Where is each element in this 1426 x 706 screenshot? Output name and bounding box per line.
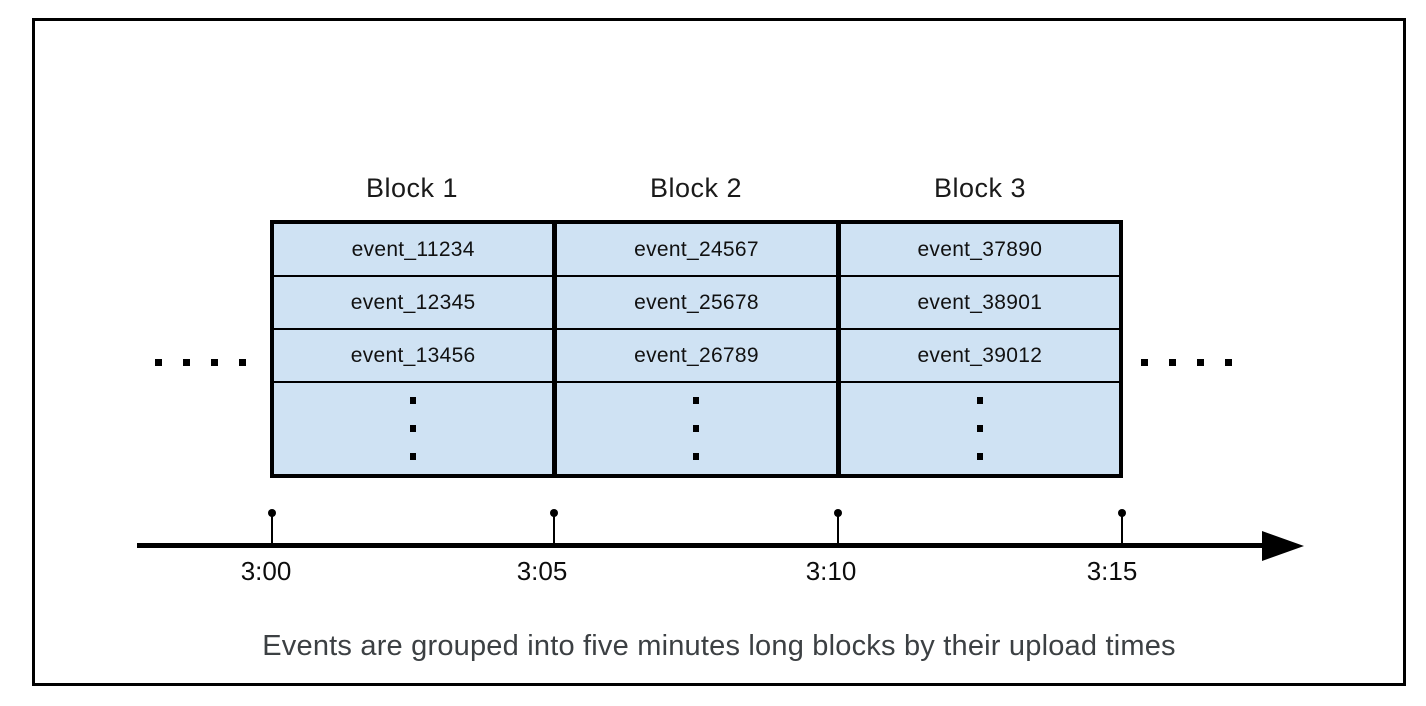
event-cell: event_38901	[840, 277, 1119, 330]
event-cell: event_24567	[557, 224, 836, 277]
block-1-title: Block 1	[365, 173, 459, 203]
event-blocks-container: event_11234 event_12345 event_13456 even…	[270, 220, 1123, 478]
block-3-title: Block 3	[933, 173, 1027, 203]
event-cell: event_25678	[557, 277, 836, 330]
ellipsis-horizontal-icon	[155, 358, 246, 366]
event-cell: event_13456	[274, 330, 553, 383]
timeline-tick-label: 3:15	[1086, 556, 1138, 586]
ellipsis-vertical-icon	[557, 383, 835, 474]
arrow-right-icon	[1262, 531, 1304, 561]
ellipsis-vertical-icon	[274, 383, 552, 474]
ellipsis-horizontal-icon	[1141, 358, 1232, 366]
event-cell: event_39012	[840, 330, 1119, 383]
block-3: event_37890 event_38901 event_39012	[840, 224, 1119, 474]
timeline-tick-label: 3:00	[240, 556, 292, 586]
timeline-axis	[137, 543, 1264, 548]
timeline-tick-label: 3:05	[516, 556, 568, 586]
ellipsis-vertical-icon	[841, 383, 1119, 474]
event-cell: event_37890	[840, 224, 1119, 277]
block-2-title: Block 2	[649, 173, 743, 203]
block-1: event_11234 event_12345 event_13456	[274, 224, 558, 474]
block-2: event_24567 event_25678 event_26789	[557, 224, 841, 474]
diagram-caption: Events are grouped into five minutes lon…	[262, 630, 1176, 662]
event-cell: event_12345	[274, 277, 553, 330]
event-cell: event_26789	[557, 330, 836, 383]
event-cell: event_11234	[274, 224, 553, 277]
timeline-tick-label: 3:10	[805, 556, 857, 586]
